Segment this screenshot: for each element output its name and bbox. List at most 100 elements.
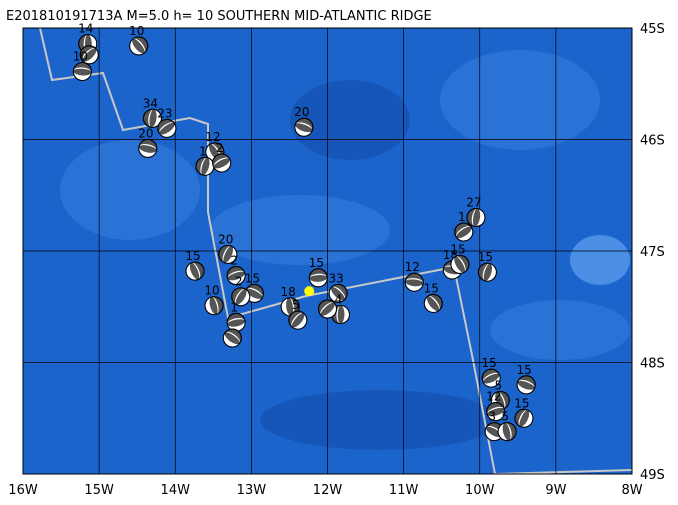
depth-label: 15: [309, 256, 324, 270]
beachball-part: [482, 263, 490, 281]
y-tick-label: 46S: [640, 134, 665, 149]
focal-mechanism: [514, 408, 534, 428]
depth-label: 15: [514, 396, 529, 410]
depth-label: 2: [235, 275, 243, 289]
focal-mechanism: [157, 118, 177, 138]
beachball-part: [202, 157, 214, 176]
beachball-part: [309, 273, 328, 279]
beachball-part: [424, 296, 439, 313]
focal-mechanism: [466, 208, 486, 228]
plate-boundary: [39, 28, 632, 474]
beachball-part: [246, 287, 263, 298]
beachball-part: [73, 70, 92, 81]
depth-label: 12: [205, 130, 220, 144]
depth-label: 15: [424, 281, 439, 295]
map-title: E201810191713A M=5.0 h= 10 SOUTHERN MID-…: [6, 9, 432, 24]
focal-mechanism: [308, 268, 328, 288]
focal-mechanism: [318, 299, 337, 319]
focal-mechanism: [79, 45, 99, 65]
beachball-part: [498, 422, 510, 441]
depth-label: 15: [450, 242, 465, 256]
depth-label: 5: [292, 298, 300, 312]
beachball-part: [186, 262, 199, 281]
beachball-part: [73, 67, 92, 73]
beachball-part: [210, 143, 221, 160]
focal-mechanism: [404, 272, 424, 292]
depth-label: 1: [458, 210, 466, 224]
beachball-part: [320, 302, 335, 316]
x-tick-label: 15W: [84, 483, 114, 498]
focal-mechanism: [454, 222, 474, 242]
depth-label: 15: [478, 250, 493, 264]
beachball-part: [517, 379, 535, 389]
beachball-part: [218, 244, 238, 264]
focal-mechanism: [142, 108, 162, 128]
x-tick-label: 12W: [313, 483, 343, 498]
depth-label: 5: [501, 410, 509, 424]
focal-mechanism: [294, 117, 314, 137]
beachball-part: [405, 281, 424, 292]
beachball-part: [244, 283, 264, 303]
depth-label: 10: [73, 49, 88, 63]
focal-mechanism: [218, 244, 238, 264]
beachball-part: [504, 422, 512, 441]
beachball-part: [227, 272, 246, 285]
beachball-part: [309, 277, 328, 287]
depth-label: 3: [488, 410, 496, 424]
beachball-part: [443, 267, 462, 279]
focal-mechanism: [226, 266, 246, 286]
beachball-part: [204, 296, 224, 316]
x-tick-label: 16W: [8, 483, 38, 498]
beachball-part: [222, 328, 242, 348]
depth-label: 2: [216, 141, 224, 155]
y-tick-label: 47S: [640, 245, 665, 260]
depth-label: 15: [482, 356, 497, 370]
beachball-part: [474, 208, 485, 227]
depth-label: 10: [204, 284, 219, 298]
beachball-part: [294, 117, 314, 137]
beachball-part: [450, 254, 470, 274]
beachball-part: [456, 227, 473, 242]
beachball-part: [481, 368, 501, 388]
depth-label: 2: [230, 254, 238, 268]
beachball-part: [142, 108, 162, 128]
beachball-part: [195, 156, 215, 176]
beachball-part: [205, 296, 217, 315]
beachball-part: [191, 262, 201, 280]
beachball-part: [148, 109, 154, 128]
focal-mechanism: [486, 402, 506, 422]
beachball-part: [328, 283, 348, 303]
depth-label: 15: [185, 249, 200, 263]
focal-mechanism: [288, 310, 308, 330]
beachball-part: [82, 48, 99, 64]
beachball-part: [226, 266, 246, 286]
x-tick-label: 9W: [545, 483, 566, 498]
focal-mechanism: [222, 328, 242, 348]
beachball-part: [222, 245, 232, 263]
beachball-part: [151, 109, 162, 128]
depth-label: 20: [138, 126, 153, 140]
beachball-part: [483, 374, 501, 388]
focal-mechanism: [72, 61, 92, 81]
depth-label: 4: [335, 293, 343, 307]
beachball-part: [497, 422, 517, 442]
beachball-part: [225, 331, 240, 344]
beachball-part: [129, 38, 145, 55]
y-tick-label: 49S: [640, 468, 665, 483]
depth-label: 12: [405, 260, 420, 274]
beachball-part: [336, 305, 341, 324]
beachball-part: [423, 293, 443, 313]
beachball-part: [231, 287, 251, 307]
beachball-part: [227, 318, 245, 325]
beachball-part: [318, 299, 337, 319]
beachball-part: [224, 246, 237, 264]
focal-mechanism: [195, 156, 215, 176]
beachball-part: [471, 208, 478, 227]
depth-label: 18: [281, 285, 296, 299]
depth-label: 23: [157, 106, 172, 120]
beachball-part: [133, 38, 146, 53]
beachball-part: [200, 157, 208, 175]
beachball-part: [320, 302, 337, 318]
depth-label: 12: [486, 390, 501, 404]
beachball-part: [289, 297, 295, 316]
